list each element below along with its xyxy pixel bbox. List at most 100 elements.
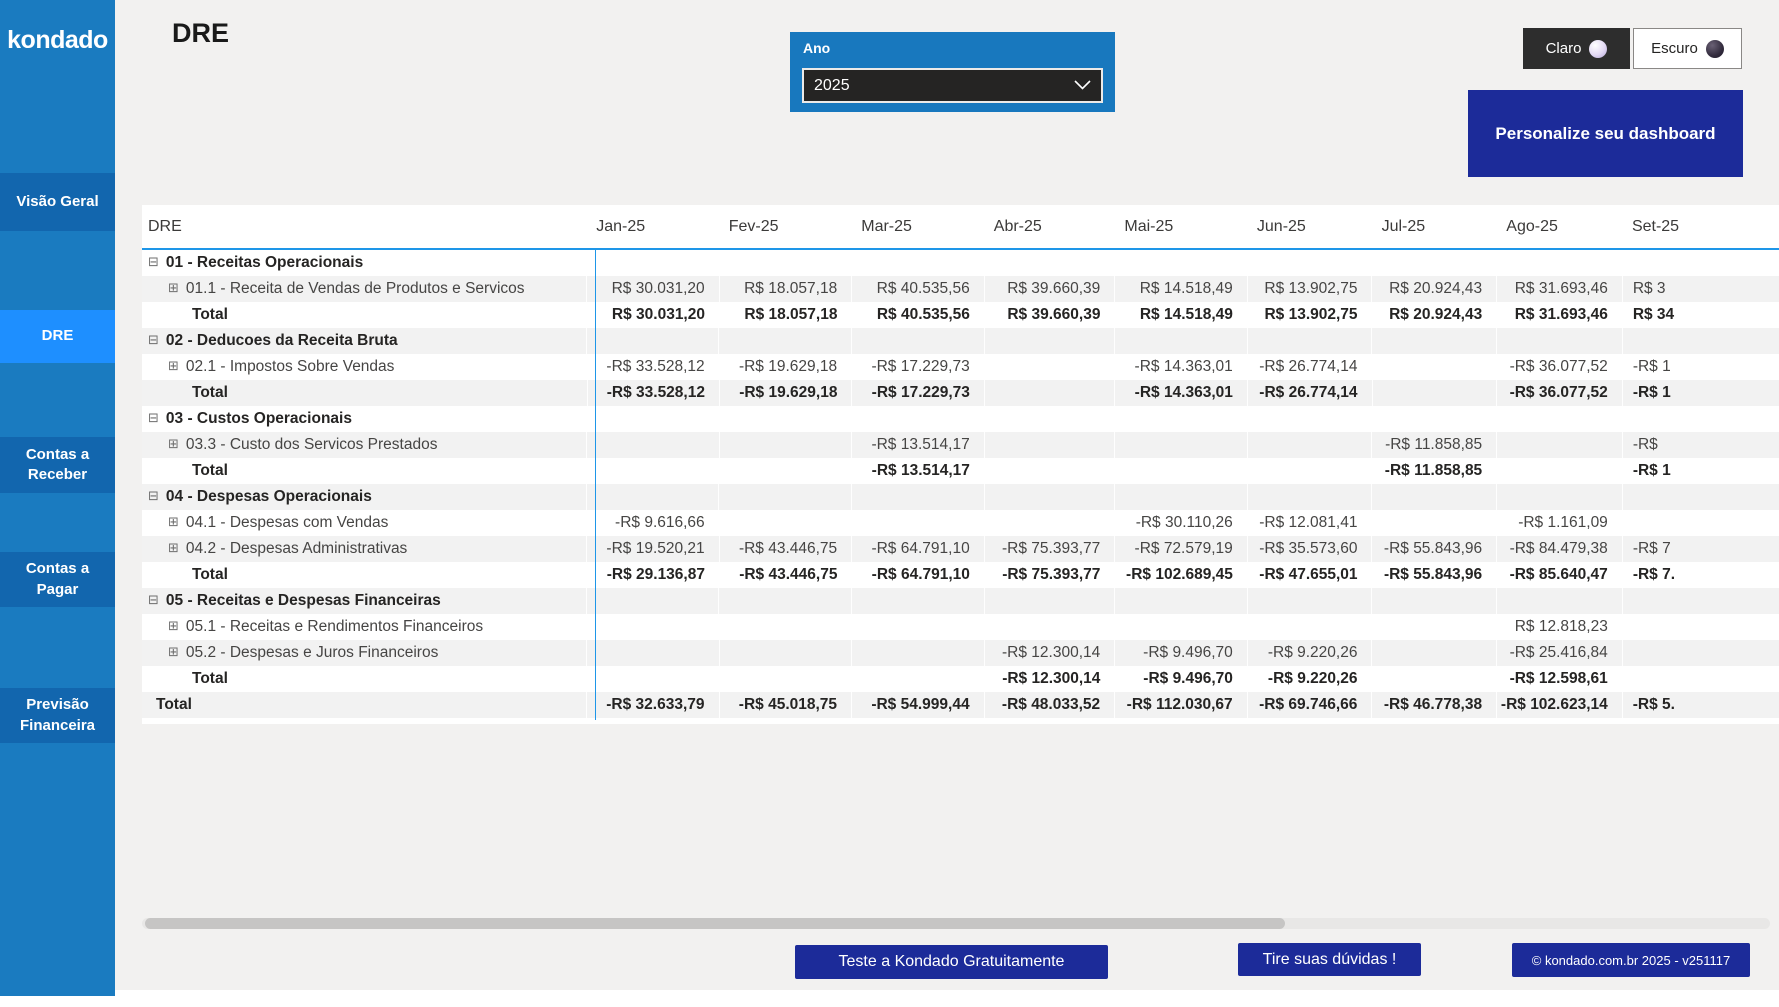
table-cell <box>1246 458 1372 484</box>
table-row: ⊟ 04 - Despesas Operacionais <box>142 484 1779 510</box>
column-header[interactable]: Set-25 <box>1631 217 1680 235</box>
table-cell: R$ 18.057,18 <box>718 302 851 328</box>
expand-icon[interactable]: ⊞ <box>168 645 179 660</box>
table-row: Total -R$ 12.300,14 -R$ 9.496,70 -R$ 9.220,… <box>142 666 1779 692</box>
help-button[interactable]: Tire suas dúvidas ! <box>1238 943 1421 976</box>
sidebar-item-contas-a-pagar[interactable]: Contas a Pagar <box>0 552 115 607</box>
year-slicer: Ano 2025 <box>790 32 1115 112</box>
table-cell: -R$ 9.220,26 <box>1246 640 1372 666</box>
table-cell <box>983 328 1115 354</box>
table-cell: -R$ 29.136,87 <box>586 562 719 588</box>
table-cell <box>718 614 852 640</box>
light-theme-button[interactable]: Claro <box>1523 28 1630 69</box>
table-cell <box>983 250 1115 276</box>
dark-theme-button[interactable]: Escuro <box>1633 28 1742 69</box>
collapse-icon[interactable]: ⊟ <box>148 333 159 348</box>
expand-icon[interactable]: ⊞ <box>168 437 179 452</box>
column-header[interactable]: Abr-25 <box>993 217 1042 235</box>
table-cell <box>850 250 984 276</box>
table-row: ⊞ 01.1 - Receita de Vendas de Produtos e … <box>142 276 1779 302</box>
column-header[interactable]: Ago-25 <box>1506 217 1558 235</box>
table-cell <box>718 328 851 354</box>
table-row: Total R$ 30.031,20 R$ 18.057,18 R$ 40.535,5… <box>142 302 1779 328</box>
personalize-dashboard-button[interactable]: Personalize seu dashboard <box>1468 90 1743 177</box>
matrix-body: ⊟ 01 - Receitas Operacionais ⊞ 01.1 - Recei… <box>142 250 1779 718</box>
collapse-icon[interactable]: ⊟ <box>148 255 159 270</box>
table-cell: -R$ 36.077,52 <box>1496 380 1622 406</box>
table-cell <box>585 328 719 354</box>
row-label: ⊞ 05.2 - Despesas e Juros Financeiros <box>142 640 586 666</box>
table-cell <box>1496 458 1622 484</box>
row-label-text: 05 - Receitas e Despesas Financeiras <box>165 592 441 609</box>
table-cell: -R$ 55.843,96 <box>1371 562 1497 588</box>
table-cell: R$ 20.924,43 <box>1371 276 1496 302</box>
year-dropdown-value: 2025 <box>814 76 850 94</box>
try-kondado-button[interactable]: Teste a Kondado Gratuitamente <box>795 945 1108 979</box>
table-row: ⊟ 05 - Receitas e Despesas Financeiras <box>142 588 1779 614</box>
table-cell: R$ 12.818,23 <box>1496 614 1622 640</box>
table-cell <box>1246 328 1372 354</box>
row-label-text: 02.1 - Impostos Sobre Vendas <box>185 358 395 375</box>
table-cell: -R$ 30.110,26 <box>1114 510 1247 536</box>
chevron-down-icon <box>1074 77 1091 95</box>
table-cell <box>585 406 719 432</box>
column-header[interactable]: Fev-25 <box>728 217 779 235</box>
row-label-text: Total <box>192 384 228 401</box>
collapse-icon[interactable]: ⊟ <box>148 411 159 426</box>
expand-icon[interactable]: ⊞ <box>168 515 179 530</box>
column-header[interactable]: Mai-25 <box>1124 217 1174 235</box>
column-header[interactable]: DRE <box>148 217 182 235</box>
row-label-text: 01.1 - Receita de Vendas de Produtos e S… <box>185 280 525 297</box>
table-cell: -R$ 12.081,41 <box>1246 510 1372 536</box>
table-cell <box>586 458 719 484</box>
row-label-text: 04 - Despesas Operacionais <box>165 488 372 505</box>
sidebar-item-dre[interactable]: DRE <box>0 310 115 363</box>
sidebar-item-vis-o-geral[interactable]: Visão Geral <box>0 173 115 231</box>
expand-icon[interactable]: ⊞ <box>168 541 179 556</box>
table-row: Total -R$ 32.633,79 -R$ 45.018,75 -R$ 54.99… <box>142 692 1779 718</box>
table-cell: -R$ 12.300,14 <box>983 640 1115 666</box>
dre-matrix: DRE Jan-25 Fev-25 Mar-25 Abr-25 Mai-25 Jun-25 J… <box>142 205 1779 724</box>
expand-icon[interactable]: ⊞ <box>168 359 179 374</box>
table-cell: -R$ 69.746,66 <box>1246 692 1372 718</box>
sidebar-item-previs-o-financeira[interactable]: Previsão Financeira <box>0 688 115 743</box>
row-label: Total <box>142 380 587 406</box>
table-cell <box>1371 588 1496 614</box>
year-dropdown[interactable]: 2025 <box>802 68 1103 103</box>
table-cell <box>1496 432 1622 458</box>
expand-icon[interactable]: ⊞ <box>168 281 179 296</box>
row-label-text: Total <box>192 566 228 583</box>
column-header[interactable]: Mar-25 <box>861 217 912 235</box>
sidebar-item-contas-a-receber[interactable]: Contas a Receber <box>0 437 115 493</box>
collapse-icon[interactable]: ⊟ <box>148 593 159 608</box>
horizontal-scrollbar-thumb[interactable] <box>145 918 1285 929</box>
table-cell <box>983 484 1115 510</box>
table-cell: -R$ 46.778,38 <box>1371 692 1496 718</box>
table-cell: R$ 13.902,75 <box>1246 302 1372 328</box>
copyright-badge: © kondado.com.br 2025 - v251117 <box>1512 943 1750 977</box>
row-label: ⊞ 04.1 - Despesas com Vendas <box>142 510 586 536</box>
collapse-icon[interactable]: ⊟ <box>148 489 159 504</box>
year-slicer-label: Ano <box>803 40 831 56</box>
row-label-text: 03 - Custos Operacionais <box>165 410 352 427</box>
table-cell <box>718 640 852 666</box>
table-cell: R$ 14.518,49 <box>1114 302 1246 328</box>
column-header[interactable]: Jul-25 <box>1381 217 1426 235</box>
table-cell <box>1621 640 1779 666</box>
table-cell <box>1114 588 1247 614</box>
column-header[interactable]: Jun-25 <box>1256 217 1306 235</box>
column-header[interactable]: Jan-25 <box>596 217 646 235</box>
row-label: ⊟ 04 - Despesas Operacionais <box>142 484 586 510</box>
expand-icon[interactable]: ⊞ <box>168 619 179 634</box>
table-cell <box>1246 614 1372 640</box>
table-cell: -R$ 102.623,14 <box>1496 692 1622 718</box>
table-cell <box>983 354 1115 380</box>
table-cell <box>1114 406 1247 432</box>
table-cell <box>1496 406 1622 432</box>
table-cell <box>1496 250 1622 276</box>
table-cell <box>1114 250 1247 276</box>
table-cell <box>718 250 851 276</box>
table-cell: -R$ 48.033,52 <box>983 692 1115 718</box>
table-cell: -R$ 17.229,73 <box>851 380 983 406</box>
row-label-text: 04.1 - Despesas com Vendas <box>185 514 389 531</box>
